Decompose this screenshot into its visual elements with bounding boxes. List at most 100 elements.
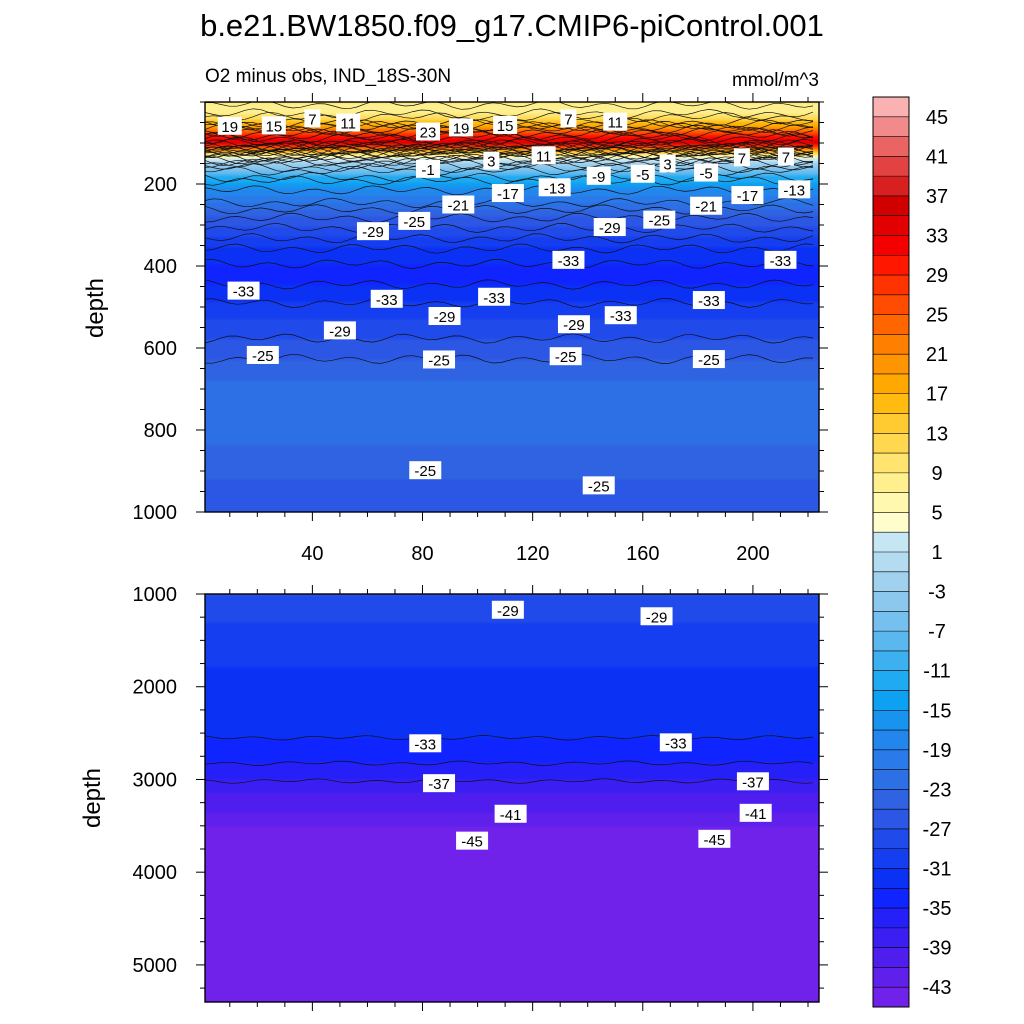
contour-label-text: -29: [329, 323, 351, 340]
contour-line: [205, 212, 814, 223]
contour-label-text: -29: [497, 603, 519, 620]
contour-label-box: [491, 184, 524, 203]
contour-label: -17: [491, 184, 524, 203]
contour-label-text: 11: [607, 115, 623, 132]
contour-label-box: [582, 476, 615, 495]
colorbar-swatch: [873, 828, 909, 850]
colorbar-swatch: [873, 769, 909, 790]
contour-label-box: [692, 291, 725, 310]
colorbar-label: -15: [923, 700, 952, 722]
colorbar-label: -35: [923, 898, 952, 920]
contour-label-text: 7: [782, 150, 790, 167]
contour-line: [205, 760, 814, 766]
x-tick-label: 120: [516, 543, 549, 565]
contour-line: [205, 333, 814, 344]
contour-label: -33: [552, 250, 585, 270]
contour-label: -37: [736, 772, 769, 791]
contour-label-text: 11: [340, 116, 356, 133]
contour-label: 15: [493, 115, 518, 135]
contour-label-box: [560, 109, 577, 128]
colorbar-swatch: [873, 176, 909, 197]
colorbar-swatch: [873, 294, 909, 316]
colorbar-swatch: [873, 195, 909, 217]
contour-label-text: -37: [742, 774, 764, 791]
contour-label-text: 7: [308, 111, 316, 128]
contour-label-text: -33: [414, 736, 436, 753]
colorbar-label: 5: [931, 502, 942, 524]
contour-label: -21: [442, 195, 475, 215]
contour-label: -29: [356, 222, 389, 241]
contour-label-box: [491, 600, 524, 619]
contour-label-text: 23: [420, 125, 437, 142]
contour-label-text: -37: [428, 776, 450, 793]
contour-label-text: -33: [770, 253, 792, 270]
colorbar-swatch: [873, 433, 909, 454]
colorbar-label: -3: [928, 582, 946, 604]
contour-label-box: [261, 116, 286, 135]
colorbar-swatch: [873, 492, 909, 513]
colorbar-swatch: [873, 631, 909, 652]
colorbar-swatch: [873, 789, 909, 810]
contour-label: 11: [336, 113, 361, 133]
contour-line: [205, 258, 814, 269]
contour-label-box: [552, 250, 585, 269]
contour-label-text: 3: [663, 157, 671, 174]
contour-label-box: [549, 347, 582, 366]
colorbar-label: -23: [923, 779, 952, 801]
colorbar-swatch: [873, 453, 909, 474]
contour-label-box: [227, 281, 260, 300]
colorbar-swatch: [873, 215, 909, 236]
contour-label-text: 11: [536, 148, 552, 165]
contour-label-text: -25: [648, 213, 670, 230]
contour-label-text: -25: [428, 352, 450, 369]
lower-field: [205, 594, 819, 1002]
contour-label-text: -25: [403, 214, 425, 231]
contour-label-text: 15: [497, 118, 514, 135]
contour-label: 15: [261, 116, 286, 135]
colorbar-label: 45: [926, 107, 948, 129]
lower-ylabel: depth: [79, 768, 106, 828]
contour-line: [205, 778, 814, 784]
contour-label: -25: [692, 350, 725, 369]
contour-label: -25: [409, 461, 442, 480]
colorbar-label: -31: [923, 859, 952, 881]
contour-label: -1: [416, 159, 441, 179]
contour-label-text: -41: [745, 806, 767, 823]
contour-label-box: [356, 222, 389, 241]
colorbar-swatch: [873, 275, 909, 296]
contour-label-box: [493, 115, 518, 134]
contour-label: 11: [531, 146, 556, 165]
colorbar-swatch: [873, 136, 909, 157]
colorbar-swatch: [873, 532, 909, 553]
contour-label: 23: [416, 122, 441, 142]
contour-line: [205, 154, 814, 165]
contour-label-text: -45: [461, 834, 483, 851]
contour-label: -41: [494, 804, 527, 824]
x-tick-label: 160: [626, 543, 659, 565]
contour-label: -33: [227, 281, 260, 301]
contour-label-text: -25: [555, 349, 577, 366]
colorbar-swatch: [873, 868, 909, 889]
contour-label-text: 7: [738, 150, 746, 167]
colorbar-swatch: [873, 670, 909, 691]
contour-label: 19: [217, 116, 242, 136]
colorbar-label: -43: [923, 977, 952, 999]
colorbar-swatch: [873, 255, 909, 276]
contour-label-box: [409, 461, 442, 480]
contour-label-text: 19: [221, 119, 238, 136]
contour-line: [205, 150, 814, 161]
colorbar-swatch: [873, 730, 909, 751]
contour-line: [205, 222, 814, 234]
contour-label-text: 19: [453, 120, 470, 137]
contour-line: [205, 155, 814, 166]
contour-label: -33: [409, 734, 442, 753]
contour-label: -33: [659, 733, 692, 752]
contour-label: -25: [643, 210, 676, 230]
colorbar-swatch: [873, 116, 909, 137]
contour-label-text: -25: [698, 352, 720, 369]
colorbar-swatch: [873, 472, 909, 494]
contour-label: -25: [398, 211, 431, 231]
contour-label-text: -41: [500, 807, 522, 824]
contour-label-box: [764, 250, 797, 269]
